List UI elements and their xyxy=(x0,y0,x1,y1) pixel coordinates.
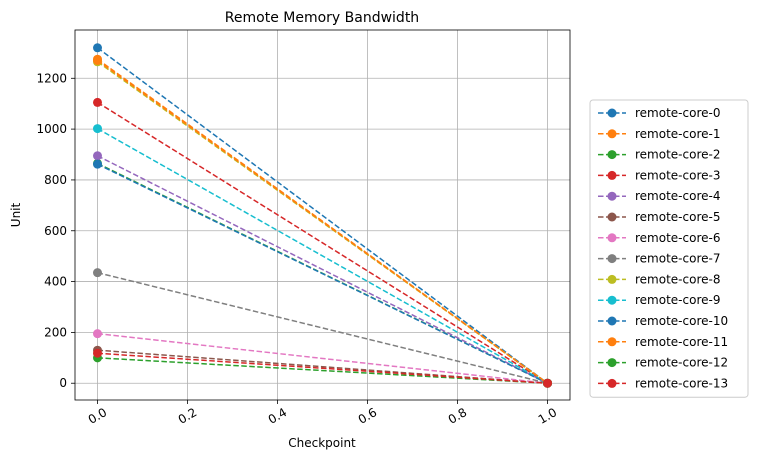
legend-marker xyxy=(607,358,617,368)
y-tick-label: 1200 xyxy=(36,71,67,85)
legend-label: remote-core-4 xyxy=(635,189,720,203)
chart-title: Remote Memory Bandwidth xyxy=(225,10,419,26)
legend-label: remote-core-6 xyxy=(635,231,720,245)
y-tick-label: 200 xyxy=(44,325,67,339)
legend-label: remote-core-0 xyxy=(635,106,720,120)
data-point-remote-core-13 xyxy=(93,348,102,358)
data-point-remote-core-11 xyxy=(93,55,102,65)
y-tick-label: 0 xyxy=(59,376,67,390)
x-tick-label: 0.0 xyxy=(86,405,110,427)
legend-marker xyxy=(607,337,617,347)
legend-marker xyxy=(607,129,617,139)
legend-marker xyxy=(607,150,617,160)
legend-label: remote-core-12 xyxy=(635,356,728,370)
series-line-remote-core-11 xyxy=(97,59,548,384)
legend-marker xyxy=(607,108,617,118)
series-line-remote-core-13 xyxy=(97,352,548,384)
series-group xyxy=(93,43,552,388)
legend-label: remote-core-11 xyxy=(635,335,728,349)
legend-marker xyxy=(607,316,617,326)
legend-box xyxy=(589,99,749,398)
x-tick-label: 0.8 xyxy=(446,405,470,427)
x-tick-label: 1.0 xyxy=(536,405,560,427)
series-line-remote-core-4 xyxy=(97,155,548,384)
legend-marker xyxy=(607,274,617,284)
y-tick-label: 600 xyxy=(44,224,67,238)
data-point-remote-core-4 xyxy=(93,151,102,161)
legend-label: remote-core-3 xyxy=(635,168,720,182)
plot-frame xyxy=(74,29,571,401)
legend-marker xyxy=(607,170,617,180)
data-point-remote-core-6 xyxy=(93,329,102,339)
y-tick-label: 1000 xyxy=(36,122,67,136)
data-point-remote-core-3 xyxy=(93,97,102,107)
legend-label: remote-core-5 xyxy=(635,210,720,224)
y-axis-label: Unit xyxy=(9,202,23,227)
y-tick-label: 400 xyxy=(44,275,67,289)
legend: remote-core-0 remote-core-1 remote-core-2 r… xyxy=(589,99,749,398)
legend-marker xyxy=(607,295,617,305)
legend-marker xyxy=(607,233,617,243)
data-point-remote-core-0 xyxy=(93,43,102,53)
series-line-remote-core-3 xyxy=(97,101,548,384)
data-point-remote-core-13 xyxy=(543,378,552,388)
legend-marker xyxy=(607,254,617,264)
x-axis-label: Checkpoint xyxy=(288,436,356,450)
legend-label: remote-core-8 xyxy=(635,272,720,286)
data-point-remote-core-7 xyxy=(93,268,102,278)
legend-label: remote-core-9 xyxy=(635,293,720,307)
x-tick-label: 0.4 xyxy=(266,405,290,427)
legend-label: remote-core-10 xyxy=(635,314,728,328)
legend-marker xyxy=(607,191,617,201)
tick-labels: 0.0 0.2 0.4 0.6 0.8 1.0 0 200 400 600 800 1000 1200 xyxy=(36,71,559,427)
x-tick-label: 0.6 xyxy=(356,405,380,427)
series-line-remote-core-9 xyxy=(97,127,548,384)
y-tick-label: 800 xyxy=(44,173,67,187)
legend-label: remote-core-2 xyxy=(635,148,720,162)
grid xyxy=(75,30,570,400)
legend-marker xyxy=(607,212,617,222)
legend-label: remote-core-7 xyxy=(635,252,720,266)
series-line-remote-core-10 xyxy=(97,163,548,384)
series-line-remote-core-12 xyxy=(97,357,548,384)
data-point-remote-core-10 xyxy=(93,159,102,169)
series-line-remote-core-5 xyxy=(97,349,548,384)
data-point-remote-core-9 xyxy=(93,124,102,134)
x-tick-label: 0.2 xyxy=(176,405,200,427)
series-line-remote-core-6 xyxy=(97,332,548,384)
series-line-remote-core-7 xyxy=(97,271,548,384)
series-line-remote-core-0 xyxy=(97,47,548,384)
legend-marker xyxy=(607,378,617,388)
legend-label: remote-core-1 xyxy=(635,127,720,141)
legend-label: remote-core-13 xyxy=(635,376,728,390)
